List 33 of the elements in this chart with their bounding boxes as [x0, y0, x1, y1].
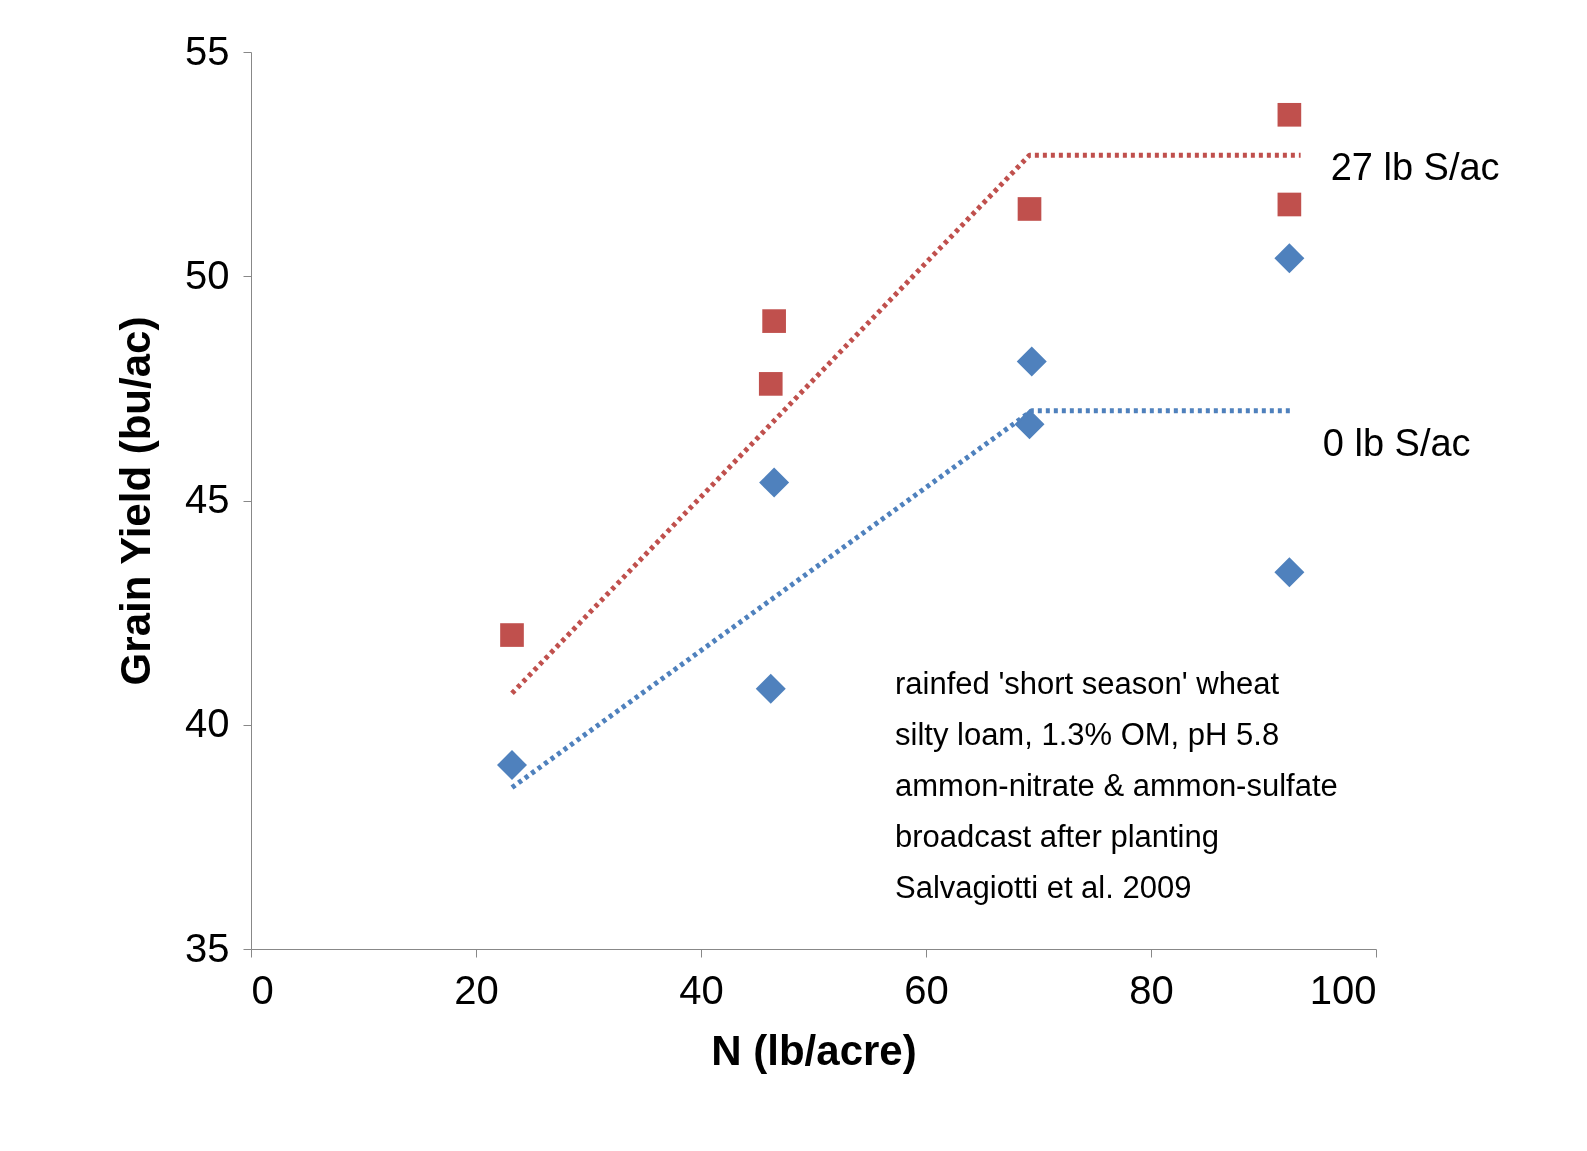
y-tick-label: 45: [185, 477, 230, 521]
point: [497, 750, 527, 781]
x-tick-label: 60: [904, 967, 949, 1012]
x-axis-title: N (lb/acre): [711, 1026, 917, 1074]
annotation: Salvagiotti et al. 2009: [895, 870, 1192, 905]
x-tick-label: 40: [679, 967, 724, 1012]
annotation: ammon-nitrate & ammon-sulfate: [895, 768, 1338, 803]
point: [758, 372, 783, 396]
point: [1277, 192, 1302, 217]
point: [500, 623, 524, 647]
x-tick-label: 80: [1129, 967, 1174, 1012]
annotation: broadcast after planting: [895, 819, 1219, 854]
series-label: 0 lb S/ac: [1322, 421, 1471, 464]
x-tick-label: 20: [454, 967, 499, 1012]
point: [759, 467, 790, 498]
annotation: rainfed 'short season' wheat: [895, 666, 1280, 701]
point: [762, 309, 786, 333]
point: [1277, 102, 1302, 127]
point: [1274, 557, 1305, 588]
y-tick-label: 55: [185, 28, 230, 73]
y-tick-label: 40: [185, 701, 230, 746]
point: [1017, 197, 1042, 221]
point: [755, 673, 786, 704]
x-tick-label: 0: [251, 967, 274, 1012]
annotation: silty loam, 1.3% OM, pH 5.8: [895, 717, 1280, 752]
point: [1016, 346, 1047, 377]
series-label: 27 lb S/ac: [1330, 146, 1500, 189]
y-tick-label: 50: [185, 252, 230, 297]
y-axis-title: Grain Yield (bu/ac): [112, 316, 160, 686]
x-tick-label: 100: [1309, 967, 1377, 1012]
point: [1274, 243, 1305, 274]
y-tick-label: 35: [185, 925, 230, 970]
point: [1014, 409, 1045, 440]
